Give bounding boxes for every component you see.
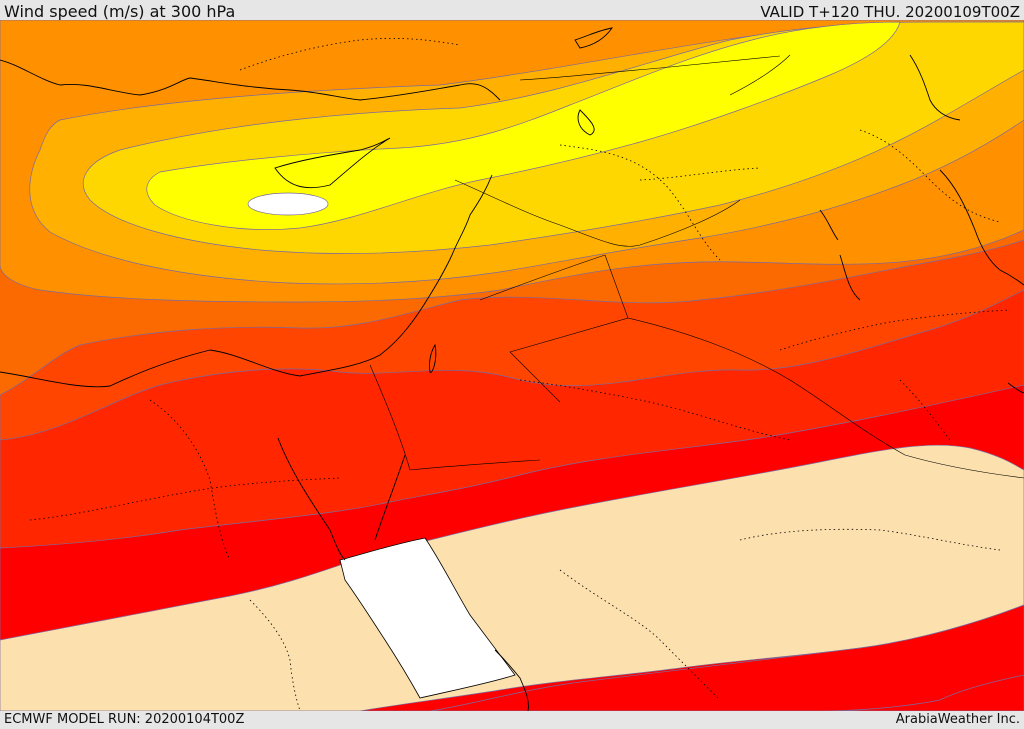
band-yellow (146, 21, 901, 230)
model-run: ECMWF MODEL RUN: 20200104T00Z (4, 712, 245, 727)
coastlines (0, 27, 1024, 711)
brand-credit: ArabiaWeather Inc. (895, 712, 1020, 727)
map-footer: ECMWF MODEL RUN: 20200104T00Z ArabiaWeat… (0, 711, 1024, 729)
band-tan (0, 444, 1024, 711)
wind-speed-map (0, 20, 1024, 711)
country-borders (369, 54, 1024, 479)
map-header: Wind speed (m/s) at 300 hPa VALID T+120 … (0, 0, 1024, 21)
admin-boundaries (29, 37, 1011, 711)
band-white-core (247, 192, 329, 216)
valid-time: VALID T+120 THU. 20200109T00Z (760, 3, 1020, 21)
red-sea (339, 537, 516, 699)
band-red-south (429, 604, 1024, 711)
wind-speed-contour-map (0, 20, 1024, 711)
map-title: Wind speed (m/s) at 300 hPa (4, 2, 236, 21)
